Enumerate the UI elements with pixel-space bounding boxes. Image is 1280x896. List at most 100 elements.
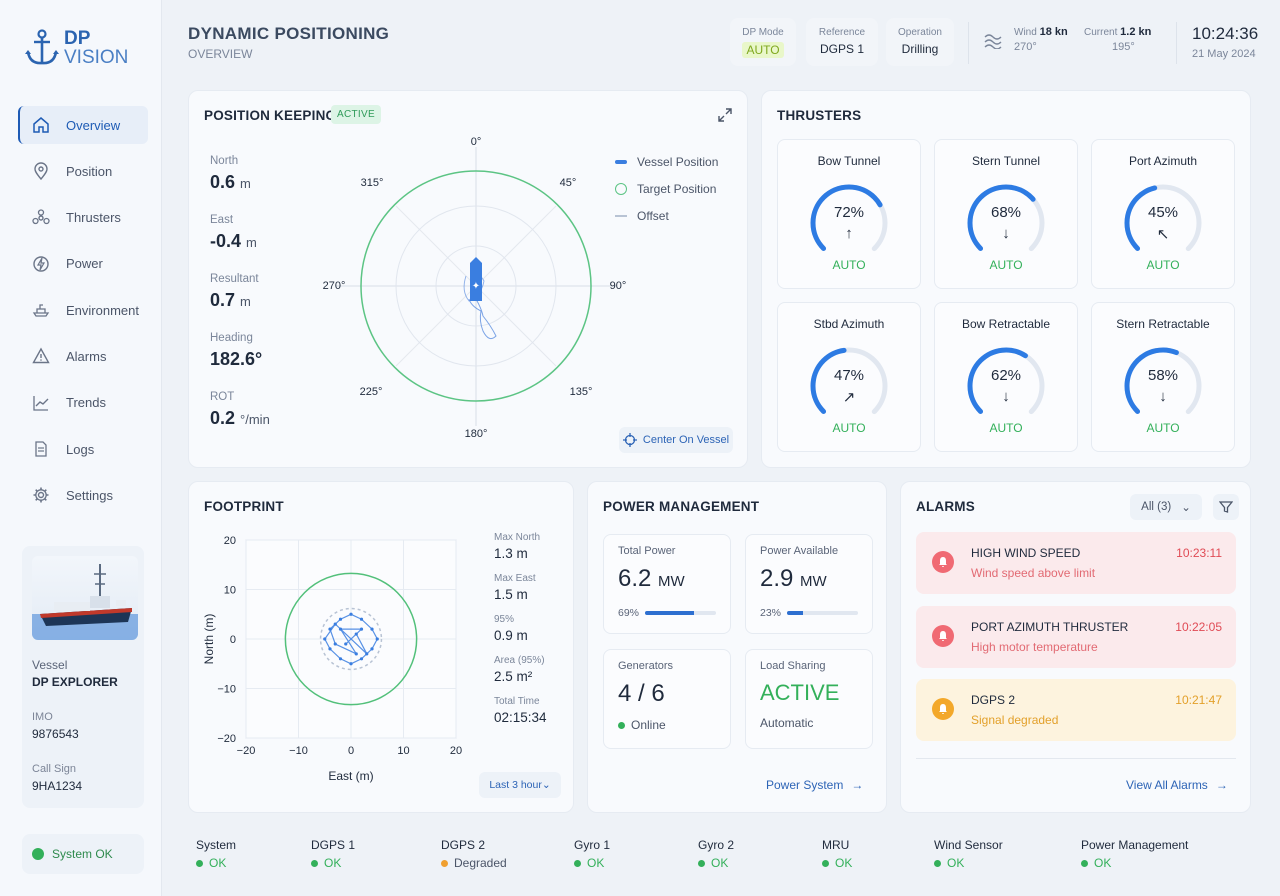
alarm-item[interactable]: HIGH WIND SPEED Wind speed above limit 1… xyxy=(916,532,1236,594)
sidebar-item-trends[interactable]: Trends xyxy=(18,384,148,422)
data-point xyxy=(338,627,343,631)
reference-box: Reference DGPS 1 xyxy=(806,18,878,66)
data-point xyxy=(344,642,348,646)
status-item-dgps1: DGPS 1 OK xyxy=(311,838,355,870)
power-available-tile: Power Available 2.9 MW 23% xyxy=(745,534,873,634)
view-all-alarms-link[interactable]: View All Alarms → xyxy=(1126,778,1228,792)
stat-unit: m xyxy=(240,176,251,191)
power-icon xyxy=(33,256,49,272)
stat-value: 0.2 xyxy=(210,408,236,428)
time-range-select[interactable]: Last 3 hour ⌄ xyxy=(479,772,561,798)
thruster-name: Stern Tunnel xyxy=(971,154,1041,168)
online-dot-icon xyxy=(618,721,625,729)
sidebar-item-label: Position xyxy=(66,163,113,179)
position-stats: North 0.6 m East -0.4 m Resultant 0.7 m … xyxy=(210,155,270,450)
x-tick-label: −20 xyxy=(237,745,256,757)
thruster-mode: AUTO xyxy=(989,421,1023,435)
thrusters-title: THRUSTERS xyxy=(777,108,862,123)
system-status-label: System OK xyxy=(52,847,113,861)
sidebar-item-alarms[interactable]: Alarms xyxy=(18,337,148,375)
sidebar-item-power[interactable]: Power xyxy=(18,245,148,283)
alarm-description: High motor temperature xyxy=(971,640,1098,654)
arrow-right-icon: → xyxy=(1215,778,1228,792)
thruster-mode: AUTO xyxy=(832,421,866,435)
sidebar-item-logs[interactable]: Logs xyxy=(18,430,148,468)
data-point xyxy=(338,617,343,621)
thrust-direction-icon: ↑ xyxy=(845,225,853,242)
data-point xyxy=(370,627,374,631)
thruster-tile[interactable]: Bow Retractable 62% ↓ AUTO xyxy=(934,302,1078,452)
alarm-time: 10:22:05 xyxy=(1175,620,1222,634)
page-subtitle: OVERVIEW xyxy=(188,47,253,61)
sidebar-item-environment[interactable]: Environment xyxy=(18,291,148,329)
vessel-name: DP EXPLORER xyxy=(32,675,118,689)
thruster-gauge: 62% ↓ xyxy=(961,341,1051,431)
alarm-time: 10:21:47 xyxy=(1175,693,1222,707)
sidebar-item-thrusters[interactable]: Thrusters xyxy=(18,199,148,237)
footprint-stats: Max North 1.3 m Max East 1.5 m 95% 0.9 m Ar… xyxy=(494,532,547,737)
position-keeping-card: POSITION KEEPING ACTIVE North 0.6 m East… xyxy=(188,90,748,468)
imo-value: 9876543 xyxy=(32,727,79,741)
status-dot-icon xyxy=(934,859,941,867)
alarm-filter-select[interactable]: All (3) ⌄ xyxy=(1130,494,1202,520)
stat-north: North 0.6 m xyxy=(210,155,270,214)
status-value: Degraded xyxy=(454,856,507,870)
footprint-chart[interactable]: −20−20 −10 −10 0 0 10 10 20 20 East (m) North (m) xyxy=(199,526,469,788)
sidebar-item-label: Power xyxy=(66,256,103,272)
status-item-system: System OK xyxy=(196,838,236,870)
chevron-down-icon: ⌄ xyxy=(541,779,551,791)
system-status-pill[interactable]: System OK xyxy=(22,834,144,874)
total-power-bar-fill xyxy=(645,611,694,615)
bearing-270: 270° xyxy=(323,280,346,292)
bearing-90: 90° xyxy=(610,280,627,292)
power-system-link[interactable]: Power System → xyxy=(766,778,863,792)
fp-stat-value: 1.5 m xyxy=(494,587,528,602)
thruster-tile[interactable]: Stern Tunnel 68% ↓ AUTO xyxy=(934,139,1078,289)
data-point xyxy=(333,642,337,646)
thrust-direction-icon: ↓ xyxy=(1002,225,1010,242)
operation-value: Drilling xyxy=(901,42,939,56)
thruster-gauge: 47% ↗ xyxy=(804,341,894,431)
thruster-tile[interactable]: Stbd Azimuth 47% ↗ AUTO xyxy=(777,302,921,452)
sidebar-item-settings[interactable]: Settings xyxy=(18,476,148,514)
expand-icon[interactable] xyxy=(717,107,733,123)
power-available-value: 2.9 xyxy=(760,565,794,592)
vessel-label: Vessel xyxy=(32,658,68,672)
center-on-vessel-button[interactable]: Center On Vessel xyxy=(619,427,733,453)
current-speed: 1.2 kn xyxy=(1120,26,1152,38)
vessel-card: Vessel DP EXPLORER IMO 9876543 Call Sign… xyxy=(22,546,144,808)
filter-icon[interactable] xyxy=(1213,494,1239,520)
thruster-percent: 47% xyxy=(833,367,865,384)
thruster-gauge: 72% ↑ xyxy=(804,178,894,268)
sidebar-item-overview[interactable]: Overview xyxy=(18,106,148,144)
alarm-item[interactable]: PORT AZIMUTH THRUSTER High motor tempera… xyxy=(916,606,1236,668)
crosshair-icon xyxy=(622,433,637,447)
stat-value: 0.6 xyxy=(210,172,236,192)
stat-east: East -0.4 m xyxy=(210,214,270,273)
alarm-item[interactable]: DGPS 2 Signal degraded 10:21:47 xyxy=(916,679,1236,741)
thruster-tile[interactable]: Port Azimuth 45% ↖ AUTO xyxy=(1091,139,1235,289)
thruster-tile[interactable]: Stern Retractable 58% ↓ AUTO xyxy=(1091,302,1235,452)
status-value: OK xyxy=(587,856,605,870)
status-name: Gyro 1 xyxy=(574,838,611,852)
position-polar-plot[interactable]: ✦ 0° 45° 90° 135° 180° 225° 270° 315° xyxy=(311,131,641,451)
y-tick-label: 10 xyxy=(224,585,236,597)
data-point xyxy=(370,647,374,651)
percentile-circle xyxy=(319,607,383,671)
x-tick-label: 0 xyxy=(348,745,354,757)
thruster-name: Bow Retractable xyxy=(961,317,1051,331)
legend-target: Target Position xyxy=(615,175,718,202)
status-value: OK xyxy=(324,856,342,870)
gear-icon xyxy=(33,487,49,503)
app-logo[interactable]: DP VISION xyxy=(24,28,128,68)
sidebar-item-position[interactable]: Position xyxy=(18,152,148,190)
fp-stat-value: 1.3 m xyxy=(494,546,528,561)
alarm-time: 10:23:11 xyxy=(1176,546,1222,560)
legend-vessel: Vessel Position xyxy=(615,148,718,175)
fp-stat-value: 02:15:34 xyxy=(494,710,547,725)
y-tick-label: 0 xyxy=(230,634,236,646)
status-value: OK xyxy=(711,856,729,870)
thruster-tile[interactable]: Bow Tunnel 72% ↑ AUTO xyxy=(777,139,921,289)
thruster-name: Stern Retractable xyxy=(1116,317,1210,331)
stat-label: North xyxy=(210,155,239,167)
